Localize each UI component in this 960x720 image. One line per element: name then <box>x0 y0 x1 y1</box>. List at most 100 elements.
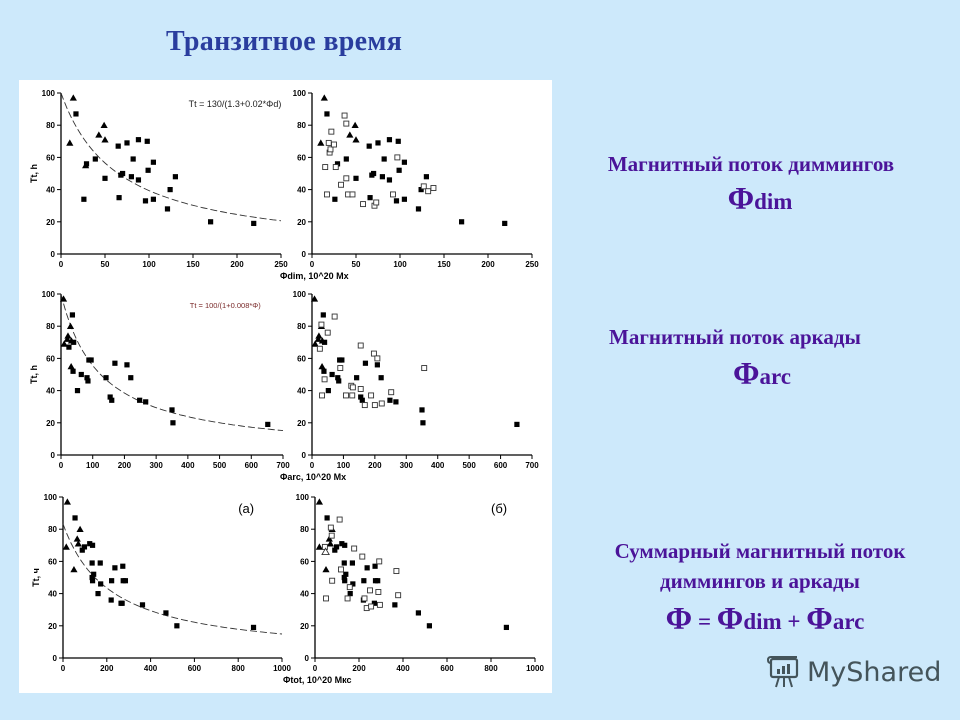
data-point <box>357 342 364 349</box>
data-point <box>81 544 88 550</box>
svg-text:0: 0 <box>305 654 310 663</box>
data-point <box>374 362 380 368</box>
data-point <box>459 219 465 225</box>
data-point <box>324 191 330 198</box>
data-point <box>324 329 331 336</box>
logo-text: MyShared <box>807 656 942 688</box>
data-point <box>124 140 130 146</box>
data-point <box>344 595 351 602</box>
svg-text:1000: 1000 <box>273 664 291 673</box>
data-point <box>342 392 349 399</box>
data-point <box>331 313 338 320</box>
data-point <box>145 167 151 173</box>
data-point <box>139 602 146 608</box>
data-point <box>371 600 377 606</box>
arc-subscript: arc <box>832 609 865 634</box>
svg-text:200: 200 <box>368 461 382 470</box>
data-point <box>89 574 95 581</box>
data-point <box>71 339 77 345</box>
data-point <box>109 578 115 584</box>
data-point <box>208 219 214 225</box>
data-point <box>83 161 90 167</box>
data-point <box>329 577 336 584</box>
data-point <box>418 187 424 193</box>
data-point <box>115 143 121 149</box>
svg-text:60: 60 <box>46 153 55 162</box>
data-point <box>386 177 393 183</box>
data-point <box>87 541 93 547</box>
svg-text:400: 400 <box>396 664 410 673</box>
data-point <box>378 375 384 381</box>
data-point <box>349 392 356 399</box>
data-point <box>326 540 334 547</box>
svg-text:40: 40 <box>46 387 55 396</box>
data-point <box>379 174 385 180</box>
data-point <box>63 335 71 342</box>
svg-text:0: 0 <box>51 451 56 460</box>
data-point <box>343 120 350 127</box>
x-axis-label: Φtot, 10^20 Мкс <box>283 675 352 685</box>
data-point <box>373 199 380 206</box>
dim-label-text: Магнитный поток диммингов <box>607 152 895 176</box>
data-point <box>346 131 354 138</box>
equals-sign: = <box>692 609 717 634</box>
data-point <box>100 121 108 128</box>
data-point <box>321 547 330 555</box>
data-point <box>338 181 344 188</box>
data-point <box>135 137 142 143</box>
svg-text:100: 100 <box>42 89 56 98</box>
data-point <box>349 560 355 566</box>
data-point <box>322 565 330 573</box>
data-point <box>119 600 125 606</box>
sum-label-line2: диммингов и аркады <box>660 569 860 593</box>
data-point <box>375 589 382 595</box>
data-point <box>352 136 360 143</box>
data-point <box>69 94 77 101</box>
fit-equation: Tt = 130/(1.3+0.02*Φd) <box>189 99 282 109</box>
svg-text:500: 500 <box>213 461 227 470</box>
data-point <box>353 175 359 181</box>
data-point <box>376 558 383 565</box>
svg-text:300: 300 <box>400 461 414 470</box>
data-point <box>318 362 326 370</box>
data-point <box>423 174 429 180</box>
data-point <box>332 196 338 202</box>
data-point <box>143 399 149 405</box>
data-point <box>351 545 358 552</box>
svg-text:800: 800 <box>232 664 246 673</box>
data-point <box>359 553 366 560</box>
dim-symbol: Φdim <box>700 180 820 217</box>
svg-text:0: 0 <box>310 260 315 269</box>
data-point <box>103 375 109 381</box>
data-point <box>393 568 400 575</box>
data-point <box>59 295 68 302</box>
svg-text:150: 150 <box>437 260 451 269</box>
data-point <box>370 350 377 357</box>
data-point <box>349 384 356 391</box>
data-point <box>336 516 343 523</box>
data-point <box>91 571 97 577</box>
svg-text:0: 0 <box>310 461 315 470</box>
arc-label-text: Магнитный поток аркады <box>609 325 861 349</box>
data-point <box>362 360 369 366</box>
data-point <box>376 601 383 608</box>
myshared-logo[interactable]: MyShared <box>767 655 941 689</box>
data-point <box>334 161 341 167</box>
data-point <box>368 603 375 610</box>
svg-text:100: 100 <box>42 290 56 299</box>
data-point <box>350 581 356 587</box>
data-point <box>337 365 344 372</box>
data-point <box>419 407 425 413</box>
data-point <box>503 624 509 631</box>
data-point <box>112 360 118 366</box>
svg-text:40: 40 <box>300 590 309 599</box>
data-point <box>341 574 347 581</box>
data-point <box>107 394 113 400</box>
data-point <box>130 156 136 162</box>
data-point <box>89 542 96 548</box>
data-point <box>387 397 393 403</box>
data-point <box>366 143 372 149</box>
